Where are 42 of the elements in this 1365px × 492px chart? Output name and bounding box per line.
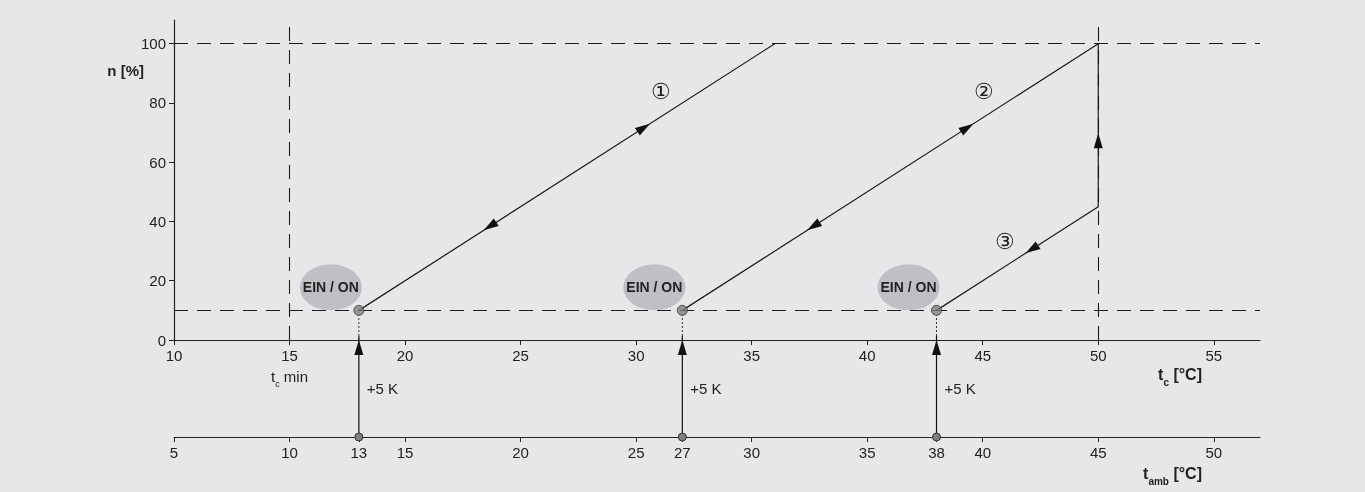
- x2-tick-label: 38: [928, 444, 945, 461]
- x2-tick-label: 15: [396, 444, 414, 461]
- x-tick-label: 30: [627, 347, 645, 364]
- y-tick-label: 100: [140, 35, 166, 53]
- annotation: EIN / ON: [626, 279, 683, 296]
- x-tick-label: 55: [1205, 347, 1223, 364]
- ref-line-label: t$_{c}$ min: [271, 368, 309, 389]
- x2-tick-label: 13: [350, 444, 368, 461]
- y-tick-label: 20: [149, 272, 166, 290]
- x2-tick-label: 25: [627, 444, 645, 461]
- x2-tick-label: 40: [974, 444, 992, 461]
- x2-tick-label: 10: [281, 444, 298, 461]
- x-tick-label: 35: [743, 347, 760, 364]
- x-tick-label: 45: [974, 347, 992, 364]
- x2-axis-title: t$_{amb}$ [°C]: [1143, 465, 1202, 487]
- x2-tick-label: 20: [512, 444, 529, 461]
- legend-label: ③: [994, 228, 1015, 254]
- x-tick-label: 25: [512, 347, 529, 364]
- x2-tick-label: 45: [1089, 444, 1107, 461]
- annotation: EIN / ON: [302, 279, 359, 296]
- y-tick-label: 80: [149, 94, 166, 112]
- x-tick-label: 20: [396, 347, 414, 364]
- text: +5 K: [366, 379, 399, 397]
- series-label: ①: [650, 79, 671, 105]
- y-axis-title: n [%]: [107, 61, 144, 79]
- x-tick-label: 40: [858, 347, 876, 364]
- x-tick-label: 10: [165, 347, 183, 364]
- x2-tick-label: 30: [743, 444, 760, 461]
- y-tick-label: 0: [157, 331, 166, 349]
- x2-tick-label: 5: [169, 444, 179, 461]
- series-label: ②: [974, 79, 995, 105]
- y-tick-label: 60: [149, 153, 166, 171]
- y-tick-label: 40: [149, 212, 166, 230]
- x2-tick-label: 27: [674, 444, 691, 461]
- x-tick-label: 50: [1089, 347, 1107, 364]
- x-tick-label: 15: [281, 347, 298, 364]
- annotation: EIN / ON: [880, 279, 937, 296]
- x-axis-title: t$_{c}$ [°C]: [1158, 366, 1202, 388]
- text: +5 K: [690, 379, 722, 397]
- text: +5 K: [944, 379, 976, 397]
- x2-tick-label: 50: [1205, 444, 1223, 461]
- x2-tick-label: 35: [858, 444, 876, 461]
